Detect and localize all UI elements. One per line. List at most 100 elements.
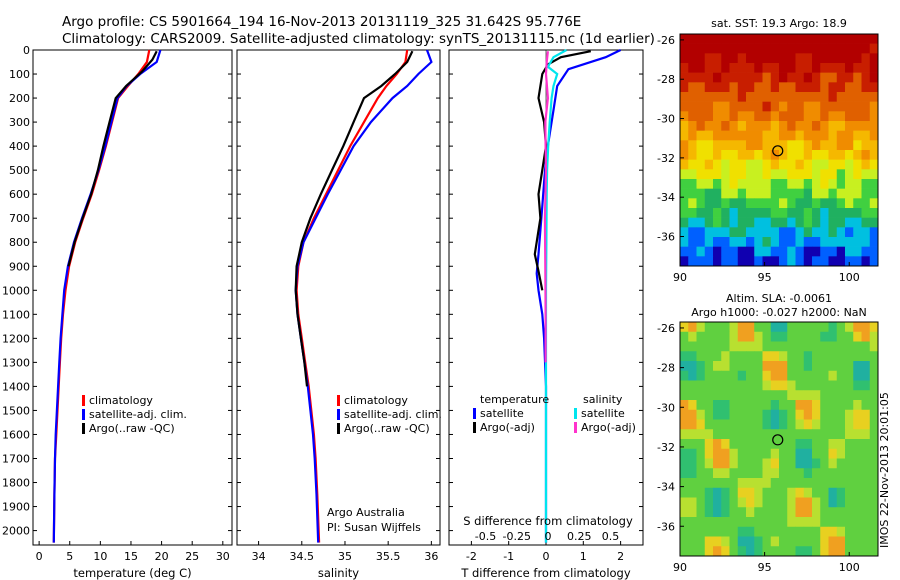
map-cell — [803, 526, 813, 537]
map-cell — [836, 517, 846, 528]
map-cell — [845, 179, 854, 189]
map-cell — [779, 237, 788, 247]
map-cell — [795, 361, 805, 372]
y-tick-label: -26 — [657, 322, 675, 335]
map-cell — [680, 361, 689, 372]
map-cell — [803, 217, 813, 228]
map-cell — [861, 150, 871, 160]
map-cell — [737, 468, 747, 479]
map-cell — [795, 140, 805, 151]
header-line-2: Climatology: CARS2009. Satellite-adjuste… — [62, 31, 655, 47]
map-cell — [795, 546, 805, 557]
map-cell — [729, 351, 739, 362]
map-cell — [721, 478, 730, 489]
map-cell — [779, 169, 788, 180]
map-cell — [713, 208, 722, 218]
map-cell — [696, 169, 706, 180]
map-cell — [770, 101, 780, 112]
map-cell — [836, 468, 846, 479]
map-cell — [787, 256, 796, 267]
map-cell — [820, 237, 829, 247]
map-cell — [820, 92, 829, 102]
map-cell — [787, 409, 796, 420]
map-cell — [779, 517, 788, 528]
map-cell — [680, 448, 689, 459]
map-cell — [704, 63, 714, 73]
map-cell — [704, 419, 714, 430]
map-cell — [853, 53, 862, 64]
map-cell — [704, 322, 714, 333]
map-cell — [836, 227, 846, 238]
map-cell — [845, 169, 854, 180]
map-cell — [713, 507, 722, 518]
map-cell — [820, 409, 829, 420]
map-cell — [869, 198, 879, 209]
map-cell — [779, 72, 788, 83]
map-cell — [729, 198, 739, 209]
map-cell — [680, 217, 689, 228]
map-cell — [688, 256, 697, 267]
map-cell — [820, 246, 829, 257]
map-cell — [820, 458, 829, 469]
map-cell — [812, 121, 821, 131]
map-cell — [861, 246, 871, 257]
map-cell — [836, 419, 846, 430]
map-cell — [746, 507, 755, 518]
map-cell — [696, 43, 706, 54]
map-cell — [762, 341, 772, 352]
map-cell — [721, 487, 730, 498]
map-cell — [737, 121, 747, 131]
map-cell — [853, 92, 862, 102]
legend-label: climatology — [344, 394, 408, 407]
y-tick-label: 600 — [9, 188, 30, 201]
map-cell — [803, 380, 813, 391]
map-cell — [787, 246, 796, 257]
map-cell — [688, 34, 697, 44]
map-cell — [828, 351, 838, 362]
map-cell — [746, 546, 755, 557]
map-cell — [845, 380, 854, 391]
map-cell — [737, 400, 747, 411]
map-cell — [869, 370, 879, 381]
map-cell — [812, 159, 821, 170]
map-cell — [787, 179, 796, 189]
map-cell — [713, 140, 722, 151]
map-cell — [680, 497, 689, 508]
map-cell — [779, 111, 788, 122]
map-cell — [820, 507, 829, 518]
map-cell — [713, 246, 722, 257]
map-cell — [737, 322, 747, 333]
map-cell — [845, 227, 854, 238]
map-cell — [704, 409, 714, 420]
map-cell — [737, 517, 747, 528]
map-cell — [713, 448, 722, 459]
map-cell — [688, 140, 697, 151]
map-cell — [845, 361, 854, 372]
y-tick-label: 1000 — [2, 284, 30, 297]
map-cell — [713, 63, 722, 73]
map-cell — [729, 341, 739, 352]
map-cell — [721, 536, 730, 547]
map-cell — [688, 351, 697, 362]
map-cell — [779, 150, 788, 160]
map-cell — [861, 468, 871, 479]
map-cell — [762, 159, 772, 170]
map-cell — [729, 487, 739, 498]
map-cell — [729, 43, 739, 54]
map-cell — [680, 169, 689, 180]
map-cell — [787, 400, 796, 411]
map-cell — [746, 53, 755, 64]
map-cell — [680, 130, 689, 141]
map-cell — [713, 361, 722, 372]
map-cell — [820, 72, 829, 83]
map-cell — [713, 351, 722, 362]
map-cell — [762, 546, 772, 557]
map-cell — [713, 497, 722, 508]
map-cell — [869, 246, 879, 257]
y-tick-label: -32 — [657, 152, 675, 165]
map-cell — [746, 256, 755, 267]
map-cell — [770, 208, 780, 218]
map-cell — [770, 400, 780, 411]
map-cell — [803, 140, 813, 151]
map-cell — [812, 53, 821, 64]
